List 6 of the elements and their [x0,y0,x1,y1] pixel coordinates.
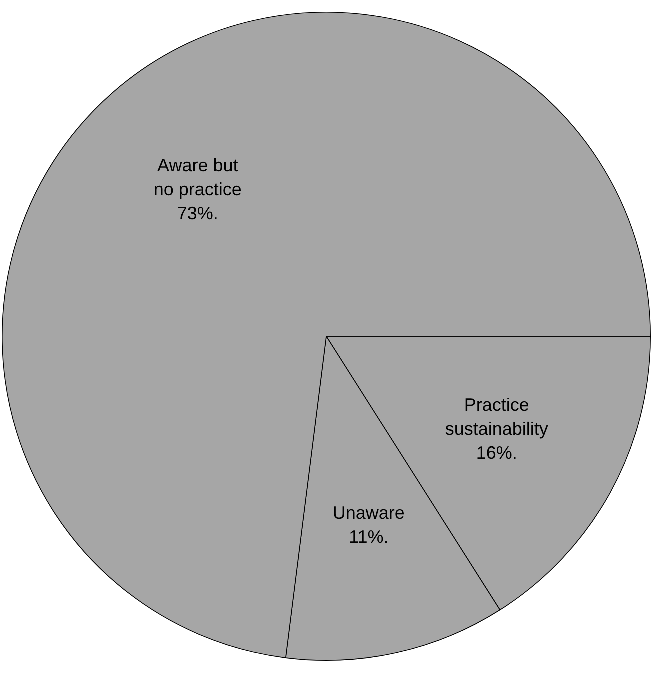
slice-label: Practice sustainability [445,395,548,440]
data-label: 11%. [349,527,389,548]
data-label: 16%. [476,443,518,464]
slice-label: Unaware [332,503,405,524]
slice-label: Aware but no practice [154,156,242,200]
data-label: 73%. [177,204,218,224]
